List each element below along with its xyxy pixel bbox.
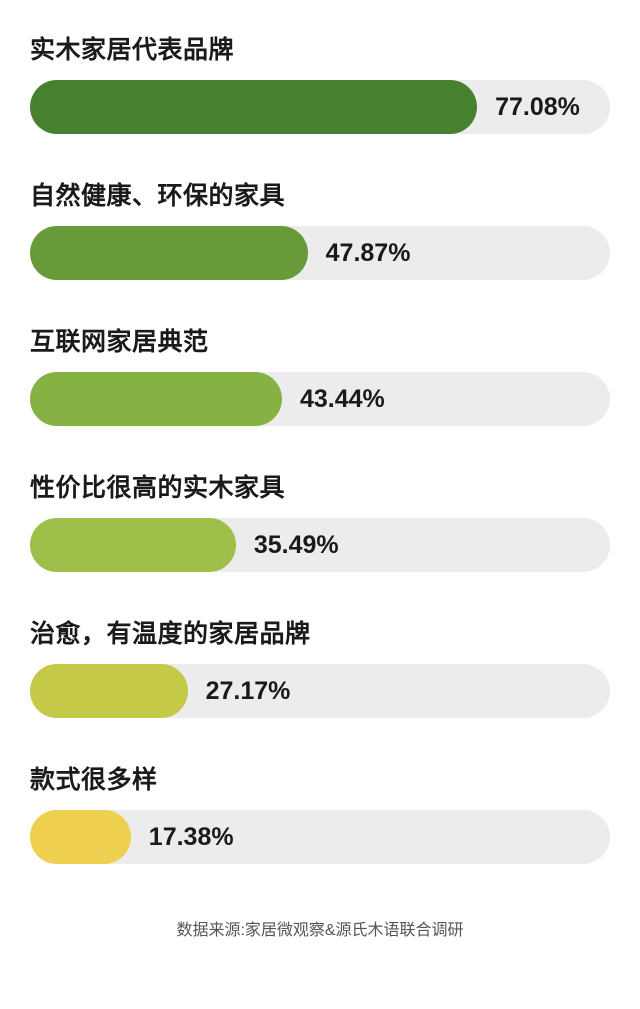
bar-group: 治愈，有温度的家居品牌 27.17%: [30, 614, 610, 718]
bar-fill: [30, 810, 131, 864]
bar-label: 治愈，有温度的家居品牌: [30, 614, 610, 650]
bar-fill: [30, 226, 308, 280]
bar-fill: [30, 664, 188, 718]
bar-fill: [30, 372, 282, 426]
bar-value: 77.08%: [495, 80, 580, 134]
bar-track: 35.49%: [30, 518, 610, 572]
bar-label: 性价比很高的实木家具: [30, 468, 610, 504]
horizontal-bar-chart: 实木家居代表品牌 77.08% 自然健康、环保的家具 47.87% 互联网家居典…: [0, 0, 640, 864]
bar-label: 自然健康、环保的家具: [30, 176, 610, 212]
bar-group: 互联网家居典范 43.44%: [30, 322, 610, 426]
bar-group: 自然健康、环保的家具 47.87%: [30, 176, 610, 280]
bar-group: 款式很多样 17.38%: [30, 760, 610, 864]
bar-group: 实木家居代表品牌 77.08%: [30, 30, 610, 134]
bar-value: 17.38%: [149, 810, 234, 864]
bar-track: 47.87%: [30, 226, 610, 280]
bar-track: 17.38%: [30, 810, 610, 864]
bar-track: 27.17%: [30, 664, 610, 718]
bar-track: 43.44%: [30, 372, 610, 426]
data-source-footer: 数据来源:家居微观察&源氏木语联合调研: [0, 906, 640, 964]
bar-value: 27.17%: [206, 664, 291, 718]
bar-value: 35.49%: [254, 518, 339, 572]
bar-value: 43.44%: [300, 372, 385, 426]
bar-fill: [30, 80, 477, 134]
bar-label: 款式很多样: [30, 760, 610, 796]
bar-fill: [30, 518, 236, 572]
bar-label: 实木家居代表品牌: [30, 30, 610, 66]
bar-value: 47.87%: [326, 226, 411, 280]
bar-group: 性价比很高的实木家具 35.49%: [30, 468, 610, 572]
bar-track: 77.08%: [30, 80, 610, 134]
bar-label: 互联网家居典范: [30, 322, 610, 358]
